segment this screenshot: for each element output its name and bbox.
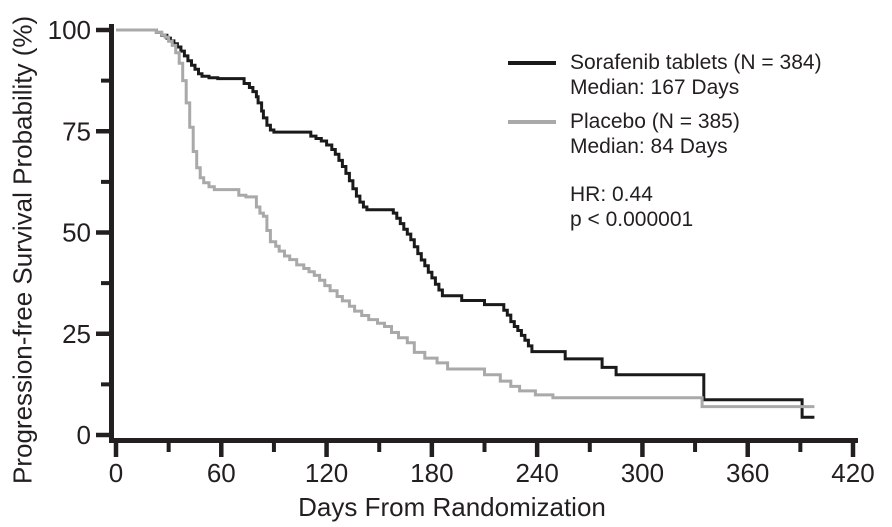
x-tick-label: 60 <box>207 458 236 488</box>
x-tick-label: 420 <box>831 458 874 488</box>
sorafenib-legend-label: Sorafenib tablets (N = 384) <box>570 51 822 74</box>
legend-item-sorafenib: Sorafenib tablets (N = 384) Median: 167 … <box>508 50 822 100</box>
x-tick-label: 0 <box>109 458 123 488</box>
y-tick-label: 25 <box>62 319 91 349</box>
hazard-ratio-label: HR: 0.44 <box>570 183 653 206</box>
y-tick-label: 75 <box>62 116 91 146</box>
x-tick-label: 360 <box>726 458 769 488</box>
placebo-median-label: Median: 84 Days <box>570 135 728 158</box>
sorafenib-line-swatch <box>508 61 556 65</box>
x-axis-title: Days From Randomization <box>298 492 606 522</box>
sorafenib-survival-curve <box>116 28 815 419</box>
p-value-label: p < 0.000001 <box>570 208 694 231</box>
y-tick-label: 100 <box>48 15 91 45</box>
y-tick-label: 50 <box>62 218 91 248</box>
legend-item-placebo: Placebo (N = 385) Median: 84 Days <box>508 109 740 159</box>
x-tick-label: 240 <box>515 458 558 488</box>
placebo-legend-label: Placebo (N = 385) <box>570 110 740 133</box>
y-tick-label: 0 <box>77 420 91 450</box>
y-axis-spine <box>109 24 114 443</box>
x-tick-label: 300 <box>621 458 664 488</box>
x-tick-label: 180 <box>410 458 453 488</box>
statistics-block: HR: 0.44 p < 0.000001 <box>570 182 693 232</box>
sorafenib-median-label: Median: 167 Days <box>570 76 740 99</box>
placebo-survival-curve <box>116 28 815 409</box>
x-axis-spine <box>109 438 858 443</box>
placebo-line-swatch <box>508 120 556 124</box>
x-tick-label: 120 <box>305 458 348 488</box>
